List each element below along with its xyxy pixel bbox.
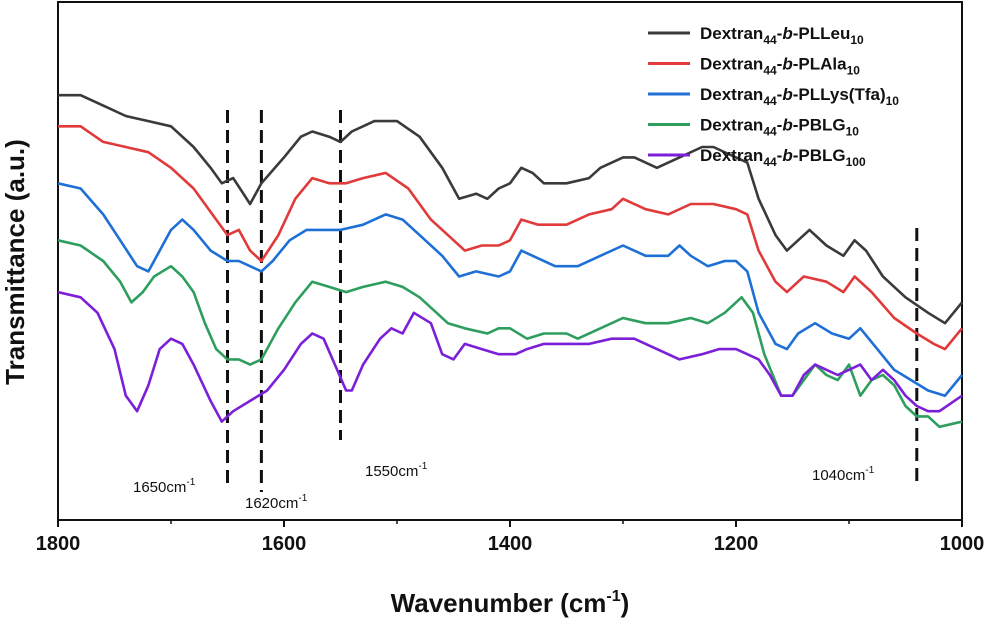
- annotation-label: 1550cm-1: [365, 461, 428, 480]
- series-line-3: [57, 182, 964, 397]
- legend-label: Dextran44-b-PLLeu10: [700, 24, 864, 47]
- legend-label: Dextran44-b-PBLG10: [700, 116, 859, 139]
- x-tick-label: 1600: [262, 533, 307, 555]
- series-line-5: [57, 290, 963, 423]
- x-tick-label: 1400: [488, 533, 533, 555]
- x-tick-label: 1800: [36, 533, 81, 555]
- x-tick-label: 1000: [940, 533, 985, 555]
- series-line-4: [57, 239, 963, 429]
- x-axis-label: Wavenumber (cm-1): [391, 588, 630, 618]
- legend-label: Dextran44-b-PLAla10: [700, 55, 860, 78]
- legend-label: Dextran44-b-PBLG100: [700, 146, 866, 169]
- x-tick-label: 1200: [714, 533, 759, 555]
- legend-label: Dextran44-b-PLLys(Tfa)10: [700, 85, 899, 108]
- annotation-label: 1040cm-1: [812, 465, 875, 484]
- y-axis-label: Transmittance (a.u.): [0, 139, 30, 385]
- series-line-1: [58, 93, 964, 325]
- annotation-label: 1650cm-1: [133, 477, 196, 496]
- plot-frame: [57, 1, 963, 521]
- annotation-label: 1620cm-1: [245, 493, 308, 512]
- series-line-2: [58, 125, 964, 351]
